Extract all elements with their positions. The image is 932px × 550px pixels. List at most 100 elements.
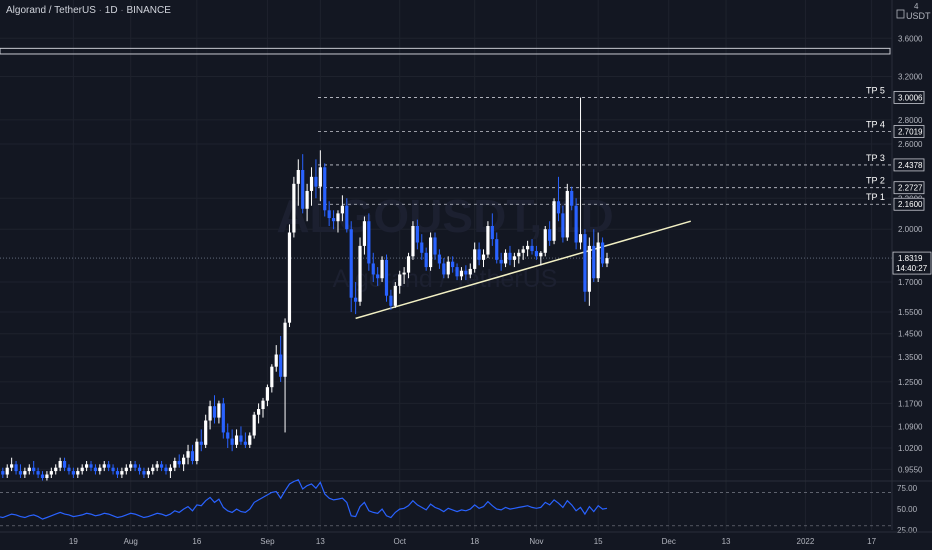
target-price-tag: [893, 91, 925, 104]
candle-body: [1, 471, 5, 475]
candle: [243, 432, 247, 448]
price-tick-label: 1.1700: [898, 399, 923, 408]
candle-body: [155, 464, 159, 468]
candle: [578, 97, 583, 250]
candle: [195, 438, 199, 465]
candle: [71, 467, 75, 478]
target-price-box: [893, 181, 925, 195]
candle: [464, 265, 468, 281]
candle: [318, 150, 322, 202]
time-tick-label: Sep: [260, 537, 275, 546]
candle-body: [521, 249, 525, 253]
lock-icon: [896, 9, 905, 19]
candle-body: [376, 274, 380, 279]
price-tick-label: 1.3500: [898, 353, 923, 362]
candle-body: [534, 251, 539, 257]
candle: [354, 282, 358, 315]
candle-body: [168, 467, 172, 472]
candle: [592, 229, 596, 283]
currency-label: USDT: [906, 11, 931, 21]
candle: [323, 163, 327, 217]
candle-body: [380, 259, 384, 279]
candle: [18, 464, 23, 478]
time-tick-label: Aug: [124, 537, 138, 546]
candle: [58, 457, 62, 472]
candle-body: [354, 297, 358, 302]
candle: [115, 467, 120, 478]
candle-body: [473, 249, 477, 269]
target-price-tag: [893, 197, 925, 211]
candle-body: [45, 474, 49, 478]
symbol-header[interactable]: Algorand / TetherUS · 1D · BINANCE: [6, 5, 171, 16]
candle-body: [305, 190, 309, 209]
candle: [473, 242, 477, 273]
candle: [261, 397, 265, 418]
candle: [389, 289, 393, 310]
candle-body: [349, 229, 353, 298]
candle-body: [428, 237, 433, 268]
candle-body: [164, 467, 168, 472]
target-price-value: 2.7019: [898, 128, 923, 137]
rsi-tick-label: 50.00: [897, 505, 918, 514]
candle: [398, 270, 402, 294]
candle-body: [415, 225, 419, 243]
candle-body: [600, 242, 605, 264]
candle: [1, 467, 5, 478]
candle-body: [345, 205, 349, 230]
candle-body: [120, 471, 124, 475]
candle: [512, 252, 516, 268]
candle-body: [481, 254, 486, 260]
candle-body: [451, 261, 455, 268]
candle-body: [80, 467, 84, 472]
candle-body: [437, 254, 442, 264]
candle: [5, 464, 9, 478]
candle: [279, 335, 283, 382]
candle: [605, 252, 609, 268]
candle-body: [182, 457, 186, 465]
candle-body: [486, 225, 490, 255]
candle-body: [548, 229, 552, 241]
candle-body: [212, 406, 217, 418]
candle: [76, 467, 80, 478]
candle: [226, 423, 230, 448]
candle: [283, 318, 287, 433]
candle-body: [234, 435, 239, 445]
price-tick-label: 1.5500: [898, 308, 923, 317]
candle: [393, 282, 397, 308]
candle-body: [398, 274, 402, 286]
candle: [521, 245, 525, 260]
candle-body: [111, 467, 115, 472]
candle-body: [133, 464, 137, 468]
interval-label: 1D: [104, 5, 118, 16]
target-price-value: 3.0006: [898, 93, 923, 102]
candle: [402, 267, 406, 284]
candle: [508, 245, 512, 266]
time-tick-label: Dec: [662, 537, 676, 546]
candle-body: [530, 245, 534, 252]
target-label: TP 4: [866, 120, 885, 130]
candle: [526, 240, 530, 257]
price-tick-label: 2.6000: [898, 140, 923, 149]
price-tick-label: 1.0900: [898, 422, 923, 431]
candle: [596, 232, 600, 283]
candle-body: [177, 460, 181, 465]
candle-body: [10, 464, 14, 468]
candle: [305, 183, 309, 222]
candle: [287, 224, 292, 328]
target-price-box: [893, 91, 925, 104]
candle: [477, 242, 481, 266]
candle-body: [107, 464, 111, 468]
candle-body: [455, 267, 459, 277]
candle: [67, 464, 71, 475]
candle: [168, 464, 172, 478]
candle: [296, 159, 300, 206]
candle-body: [336, 213, 340, 222]
candle: [486, 221, 490, 259]
candle: [362, 216, 367, 255]
candle-body: [556, 201, 561, 214]
time-tick-label: 17: [867, 537, 876, 546]
candle: [177, 454, 181, 468]
candle: [428, 232, 433, 271]
candle-body: [420, 242, 424, 253]
